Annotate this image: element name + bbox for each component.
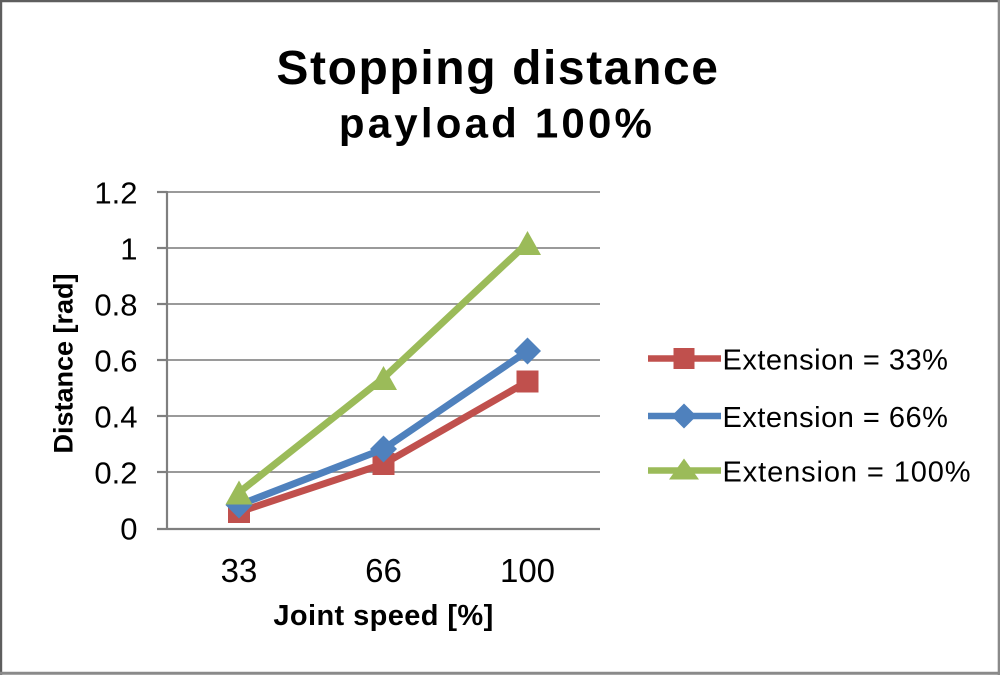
svg-text:0.6: 0.6	[94, 344, 137, 379]
svg-text:0: 0	[120, 512, 137, 547]
svg-text:100: 100	[500, 552, 555, 589]
svg-text:0.2: 0.2	[94, 456, 137, 491]
svg-text:1: 1	[120, 232, 137, 267]
svg-text:Extension = 33%: Extension = 33%	[723, 345, 949, 377]
svg-text:Stopping distance: Stopping distance	[276, 42, 719, 95]
svg-text:33: 33	[221, 552, 258, 589]
svg-text:Distance [rad]: Distance [rad]	[49, 273, 79, 453]
svg-text:Joint speed [%]: Joint speed [%]	[273, 600, 493, 632]
svg-text:Extension = 100%: Extension = 100%	[723, 457, 972, 489]
svg-text:0.8: 0.8	[94, 288, 137, 323]
svg-text:0.4: 0.4	[94, 400, 137, 435]
svg-text:1.2: 1.2	[94, 176, 137, 211]
svg-text:Extension = 66%: Extension = 66%	[723, 402, 949, 434]
svg-text:66: 66	[365, 552, 402, 589]
svg-text:payload 100%: payload 100%	[339, 100, 655, 147]
